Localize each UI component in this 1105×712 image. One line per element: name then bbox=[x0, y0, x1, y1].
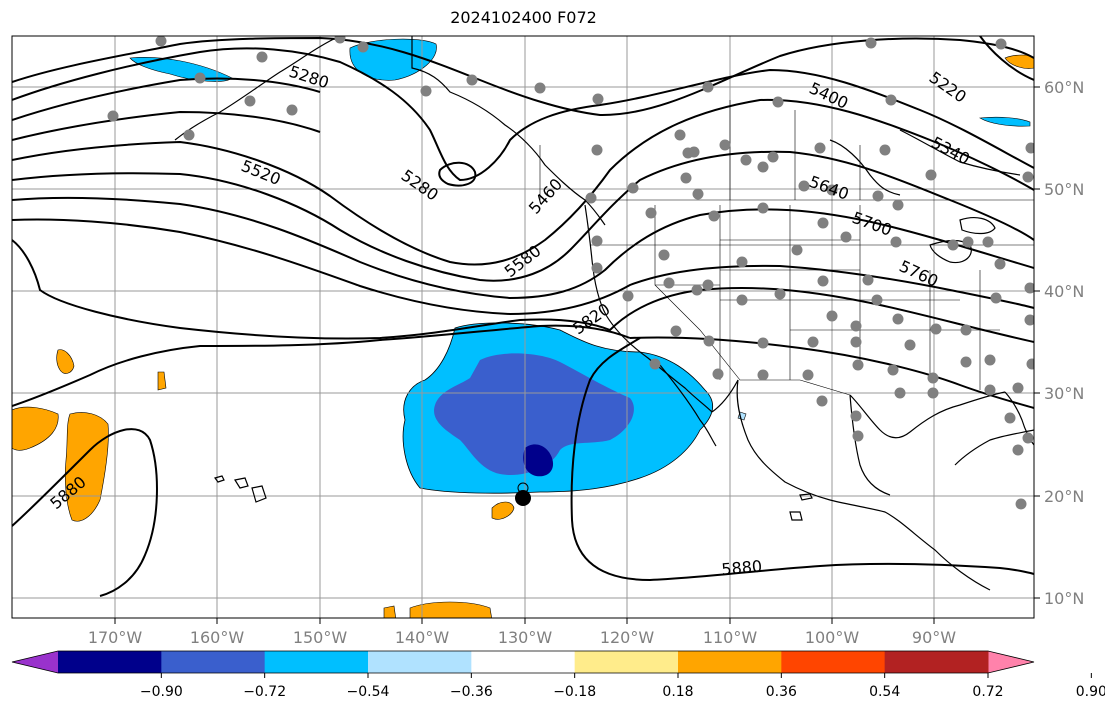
colorbar-bin bbox=[471, 651, 576, 673]
longitude-ticks: 170°W 160°W 150°W 140°W 130°W 120°W 110°… bbox=[88, 618, 956, 647]
colorbar-extend-high bbox=[988, 651, 1034, 673]
lat-tick-label: 40°N bbox=[1044, 282, 1084, 301]
colorbar-bin bbox=[368, 651, 472, 673]
lat-tick-label: 20°N bbox=[1044, 487, 1084, 506]
lon-tick-label: 120°W bbox=[600, 628, 655, 647]
lat-tick-label: 30°N bbox=[1044, 384, 1084, 403]
colorbar-bin bbox=[264, 651, 369, 673]
colorbar-bin bbox=[161, 651, 266, 673]
contour-label: 5880 bbox=[721, 557, 763, 579]
lat-tick-label: 10°N bbox=[1044, 589, 1084, 608]
lon-tick-label: 100°W bbox=[805, 628, 860, 647]
lon-tick-label: 140°W bbox=[395, 628, 450, 647]
colorbar-tick-label: 0.54 bbox=[869, 684, 900, 700]
colorbar-tick-label: −0.90 bbox=[140, 684, 183, 700]
colorbar-extend-low bbox=[12, 651, 58, 673]
map-frame bbox=[11, 35, 1035, 619]
colorbar-bin bbox=[678, 651, 782, 673]
colorbar-tick-label: 0.72 bbox=[972, 684, 1003, 700]
lon-tick-label: 110°W bbox=[703, 628, 758, 647]
station-markers bbox=[107, 36, 1034, 510]
lon-tick-label: 160°W bbox=[190, 628, 245, 647]
colorbar-tick-label: 0.36 bbox=[766, 684, 797, 700]
colorbar-tick-label: 0.18 bbox=[662, 684, 693, 700]
colorbar-tick-label: 0.90 bbox=[1076, 684, 1105, 700]
colorbar-tick-label: −0.18 bbox=[553, 684, 596, 700]
colorbar-bin bbox=[781, 651, 886, 673]
lon-tick-label: 90°W bbox=[912, 628, 956, 647]
height-contours bbox=[12, 36, 1034, 597]
lon-tick-label: 150°W bbox=[293, 628, 348, 647]
colorbar-bin bbox=[884, 651, 989, 673]
colorbar-outline bbox=[11, 650, 1035, 674]
colorbar-tick-label: −0.36 bbox=[450, 684, 493, 700]
lon-tick-label: 130°W bbox=[498, 628, 553, 647]
colorbar-tick-label: −0.72 bbox=[243, 684, 286, 700]
lat-tick-label: 60°N bbox=[1044, 78, 1084, 97]
lon-tick-label: 170°W bbox=[88, 628, 143, 647]
colorbar-tick-label: −0.54 bbox=[347, 684, 390, 700]
colorbar-bin bbox=[574, 651, 679, 673]
map-title: 2024102400 F072 bbox=[450, 8, 597, 27]
latitude-ticks: 60°N 50°N 40°N 30°N 20°N 10°N bbox=[1034, 78, 1084, 608]
lat-tick-label: 50°N bbox=[1044, 180, 1084, 199]
storm-marker bbox=[515, 482, 531, 506]
colorbar: −0.90 −0.72 −0.54 −0.36 −0.18 0.18 0.36 0.54 0.7… bbox=[11, 650, 1105, 700]
anomaly-shading bbox=[12, 38, 1034, 618]
colorbar-bin bbox=[58, 651, 162, 673]
